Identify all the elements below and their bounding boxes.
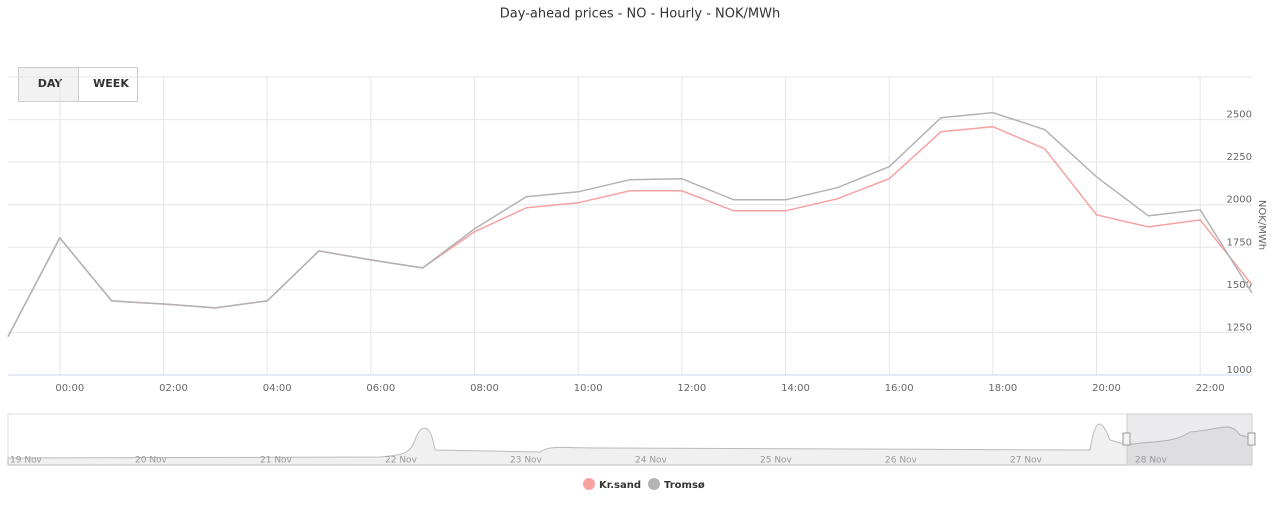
x-tick-label: 20:00 — [1092, 383, 1121, 394]
navigator-date: 26 Nov — [885, 456, 918, 466]
navigator-handle[interactable] — [1247, 432, 1256, 446]
x-tick-label: 12:00 — [677, 383, 706, 394]
legend-label[interactable]: Tromsø — [664, 480, 705, 491]
navigator-series — [7, 423, 1253, 466]
y-tick-label: 1500 — [1227, 280, 1252, 291]
x-tick-label: 18:00 — [988, 383, 1017, 394]
x-tick-label: 14:00 — [781, 383, 810, 394]
navigator-date: 23 Nov — [510, 456, 543, 466]
legend-swatch[interactable] — [583, 478, 595, 490]
day-button[interactable] — [18, 67, 79, 102]
line-series — [7, 111, 1253, 338]
legend-label[interactable]: Kr.sand — [599, 480, 641, 491]
x-tick-label: 04:00 — [263, 383, 292, 394]
x-tick-label: 16:00 — [885, 383, 914, 394]
x-tick-label: 00:00 — [55, 383, 84, 394]
x-tick-label: 08:00 — [470, 383, 499, 394]
y-tick-label: 2500 — [1227, 110, 1252, 121]
x-tick-label: 02:00 — [159, 383, 188, 394]
navigator-date: 25 Nov — [760, 456, 793, 466]
y-tick-label: 1750 — [1227, 237, 1252, 248]
navigator-date: 24 Nov — [635, 456, 668, 466]
navigator-date: 20 Nov — [135, 456, 168, 466]
navigator-selection[interactable] — [1126, 413, 1253, 466]
navigator-dates: 19 Nov 20 Nov 21 Nov 22 Nov 23 Nov 24 Nov 25 N… — [10, 456, 1168, 466]
navigator-date: 21 Nov — [260, 456, 293, 466]
button-label[interactable]: DAY — [38, 77, 64, 90]
button-label[interactable]: WEEK — [93, 77, 129, 90]
x-tick-label: 06:00 — [366, 383, 395, 394]
line-series — [7, 125, 1253, 338]
y-axis-label: NOK/MWh — [1256, 200, 1267, 250]
x-tick-label: 22:00 — [1196, 383, 1225, 394]
y-tick-label: 2000 — [1227, 195, 1252, 206]
y-tick-label: 2250 — [1227, 152, 1252, 163]
week-button[interactable] — [78, 67, 138, 102]
navigator-date: 19 Nov — [10, 456, 43, 466]
chart-title: Day-ahead prices - NO - Hourly - NOK/MWh — [500, 7, 780, 22]
y-tick-label: 1250 — [1227, 322, 1252, 333]
legend-swatch[interactable] — [648, 478, 660, 490]
navigator-date: 28 Nov — [1135, 456, 1168, 466]
y-tick-label: 1000 — [1227, 365, 1252, 376]
navigator-date: 22 Nov — [385, 456, 418, 466]
navigator-date: 27 Nov — [1010, 456, 1043, 466]
x-tick-label: 10:00 — [574, 383, 603, 394]
navigator-handle[interactable] — [1122, 432, 1131, 446]
